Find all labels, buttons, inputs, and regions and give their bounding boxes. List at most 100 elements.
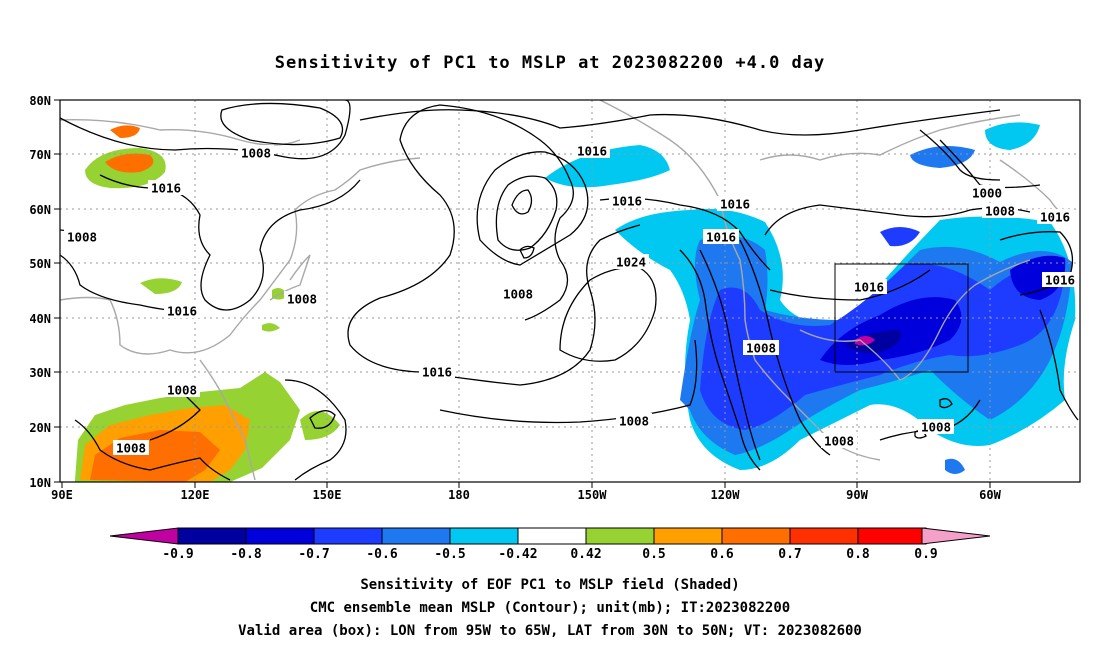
- contour-label: 1024: [616, 255, 646, 270]
- longitude-labels: 90E 120E 150E 180 150W 120W 90W 60W: [51, 488, 1001, 502]
- colorbar-tick-labels: -0.9 -0.8 -0.7 -0.6 -0.5 -0.42 0.42 0.5 0.6 0.7 0.…: [162, 547, 937, 562]
- contour-label: 1016: [854, 280, 884, 295]
- colorbar-bin: [381, 527, 451, 545]
- contour-label: 1008: [503, 287, 533, 302]
- colorbar-bin: [177, 527, 247, 545]
- contour-label-background: [64, 229, 100, 244]
- caption-line-1: Sensitivity of EOF PC1 to MSLP field (Sh…: [360, 577, 739, 593]
- contour-label: 1008: [985, 204, 1015, 219]
- contour-label-background: [238, 145, 274, 160]
- contour-label-background: [717, 196, 753, 211]
- contour-label: 1016: [612, 194, 642, 209]
- colorbar-bin: [313, 527, 383, 545]
- caption-line-3: Valid area (box): LON from 95W to 65W, L…: [238, 623, 862, 639]
- contour-label-background: [609, 193, 645, 208]
- colorbar-bins: [177, 527, 927, 545]
- lat-tick-label: 30N: [29, 366, 51, 380]
- contour-label-background: [419, 364, 455, 379]
- lon-tick-label: 60W: [979, 488, 1001, 502]
- colorbar-bin: [653, 527, 723, 545]
- contour-label: 1016: [1045, 273, 1075, 288]
- contour-label-background: [982, 203, 1018, 218]
- lon-tick-label: 180: [448, 488, 470, 502]
- contour-label-background: [1042, 272, 1078, 287]
- colorbar-tick-label: 0.6: [710, 547, 734, 562]
- contour-label: 1008: [921, 420, 951, 435]
- colorbar-tick-label: -0.6: [366, 547, 397, 562]
- lon-tick-label: 120W: [711, 488, 741, 502]
- contour-label: 1016: [151, 181, 181, 196]
- contour-label: 1008: [746, 341, 776, 356]
- contour-label: 1016: [706, 230, 736, 245]
- contour-label-background: [743, 340, 779, 355]
- colorbar-bin: [857, 527, 927, 545]
- contour-label-background: [284, 291, 320, 306]
- contour-label-background: [500, 286, 536, 301]
- colorbar-tick-label: 0.9: [914, 547, 937, 562]
- contour-label: 1008: [619, 414, 649, 429]
- colorbar-bin: [585, 527, 655, 545]
- contour-label-background: [969, 185, 1005, 200]
- contour-label-background: [851, 279, 887, 294]
- lon-tick-label: 90W: [846, 488, 868, 502]
- gridlines: [60, 100, 1080, 482]
- colorbar-tick-label: -0.7: [298, 547, 329, 562]
- contour-label: 1016: [167, 304, 197, 319]
- contour-label-background: [616, 413, 652, 428]
- colorbar-bin: [789, 527, 859, 545]
- lat-tick-label: 50N: [29, 257, 51, 271]
- lat-tick-label: 10N: [29, 476, 51, 490]
- caption-line-2: CMC ensemble mean MSLP (Contour); unit(m…: [310, 600, 790, 616]
- lon-tick-label: 150E: [313, 488, 342, 502]
- contour-label: 1008: [167, 383, 197, 398]
- contour-label-background: [164, 303, 200, 318]
- contour-labels: 1008 1016 1008 1016 1008 1008 1008 1016 1024 1008…: [64, 143, 1078, 456]
- contour-label: 1016: [577, 144, 607, 159]
- lat-tick-label: 80N: [29, 94, 51, 108]
- sensitivity-shading: [75, 122, 1076, 482]
- contour-label-background: [1037, 209, 1073, 224]
- contour-label: 1008: [67, 230, 97, 245]
- lat-tick-label: 70N: [29, 148, 51, 162]
- colorbar-bin: [721, 527, 791, 545]
- figure-title: Sensitivity of PC1 to MSLP at 2023082200…: [275, 53, 826, 73]
- colorbar-tick-label: 0.42: [570, 547, 601, 562]
- latitude-labels: 80N 70N 60N 50N 40N 30N 20N 10N: [29, 94, 51, 490]
- contour-label: 1000: [972, 186, 1002, 201]
- colorbar-tick-label: -0.8: [230, 547, 261, 562]
- colorbar-bin: [517, 527, 587, 545]
- lon-tick-label: 150W: [578, 488, 608, 502]
- map-frame: [59, 99, 1081, 483]
- colorbar-tick-label: 0.5: [642, 547, 665, 562]
- colorbar-tick-label: 0.8: [846, 547, 870, 562]
- lon-tick-label: 90E: [51, 488, 73, 502]
- axis-ticks: [54, 99, 991, 488]
- lat-tick-label: 60N: [29, 203, 51, 217]
- colorbar: -0.9 -0.8 -0.7 -0.6 -0.5 -0.42 0.42 0.5 0.6 0.7 0.…: [109, 527, 991, 562]
- colorbar-tick-label: -0.9: [162, 547, 193, 562]
- lon-tick-label: 120E: [181, 488, 210, 502]
- contour-label: 1016: [720, 197, 750, 212]
- contour-label-background: [164, 382, 200, 397]
- contour-label-background: [574, 143, 610, 158]
- contour-label: 1016: [1040, 210, 1070, 225]
- colorbar-min-triangle: [109, 527, 179, 545]
- contour-label: 1008: [241, 146, 271, 161]
- contour-label: 1008: [116, 441, 146, 456]
- contour-label-background: [918, 419, 954, 434]
- contour-label: 1008: [287, 292, 317, 307]
- contour-label: 1008: [824, 434, 854, 449]
- colorbar-bin: [245, 527, 315, 545]
- colorbar-tick-label: -0.42: [498, 547, 537, 562]
- valid-area-box: [834, 263, 969, 373]
- map-panel: 1008 1016 1008 1016 1008 1008 1008 1016 1024 1008…: [29, 94, 1081, 502]
- colorbar-tick-label: 0.7: [778, 547, 801, 562]
- contour-label-background: [113, 440, 149, 455]
- contour-label-background: [703, 229, 739, 244]
- lat-tick-label: 40N: [29, 312, 51, 326]
- contour-label-background: [148, 180, 184, 195]
- lat-tick-label: 20N: [29, 421, 51, 435]
- contour-label-background: [821, 433, 857, 448]
- contour-label: 1016: [422, 365, 452, 380]
